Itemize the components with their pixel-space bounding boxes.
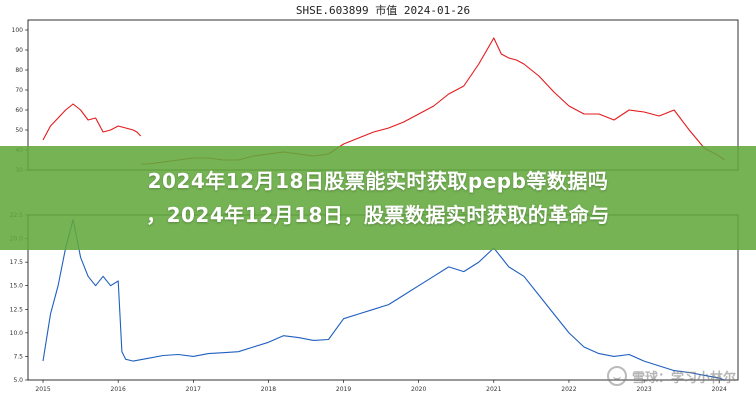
x-tick-label: 2023	[636, 386, 651, 393]
watermark: 雪球：学习小林尔	[606, 364, 736, 388]
x-tick-label: 2018	[261, 386, 276, 393]
y-tick-label: 50	[15, 127, 23, 134]
watermark-text: 雪球：学习小林尔	[631, 370, 736, 386]
series-line-bottom-0	[42, 219, 725, 381]
snowball-logo-icon	[606, 366, 627, 386]
x-tick-label: 2016	[111, 386, 126, 393]
series-group-bottom	[42, 219, 725, 381]
y-tick-label: 17.5	[10, 259, 24, 266]
y-tick-label: 60	[15, 107, 23, 114]
x-tick-label: 2015	[35, 386, 50, 393]
y-tick-label: 100	[12, 27, 24, 34]
x-tick-label: 2020	[411, 386, 426, 393]
y-tick-label: 12.5	[10, 306, 24, 313]
y-tick-label: 90	[15, 47, 23, 54]
plot-frame-top	[27, 19, 739, 171]
headline-line-2: ，2024年12月18日，股票数据实时获取的革命与	[146, 203, 610, 227]
y-tick-label: 5.0	[13, 377, 23, 384]
y-tick-label: 70	[15, 87, 23, 94]
chart-panel-top: SHSE.603899 市值 2024-01-26 30405060708090…	[12, 3, 739, 174]
x-tick-label: 2021	[486, 386, 501, 393]
y-tick-label: 7.5	[13, 353, 23, 360]
y-tick-label: 80	[15, 67, 23, 74]
x-tick-label: 2022	[561, 386, 576, 393]
headline-banner: 2024年12月18日股票能实时获取pepb等数据吗 ，2024年12月18日，…	[0, 146, 756, 250]
x-axis-bottom: 2015 2016 2017 2018 2019 2020 2021 2022 2023 2024	[35, 380, 727, 393]
series-line-top-0	[42, 103, 142, 141]
headline-line-1: 2024年12月18日股票能实时获取pepb等数据吗	[147, 169, 609, 193]
x-tick-label: 2024	[712, 386, 727, 393]
x-tick-label: 2019	[336, 386, 351, 393]
x-tick-label: 2017	[186, 386, 201, 393]
y-tick-label: 15.0	[10, 283, 24, 290]
y-tick-label: 10.0	[10, 330, 24, 337]
chart-title: SHSE.603899 市值 2024-01-26	[296, 3, 470, 17]
